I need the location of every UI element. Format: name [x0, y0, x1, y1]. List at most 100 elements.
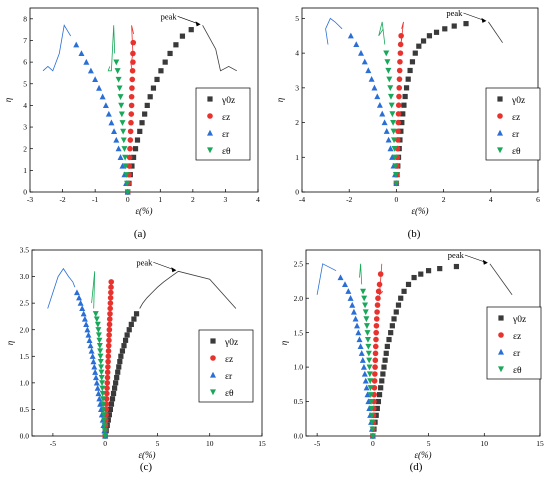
data-point-epsilon-theta [117, 94, 124, 100]
series-line-epsilon-theta [359, 263, 363, 285]
data-point-epsilon-theta [393, 180, 400, 187]
data-point-epsilon-z [108, 289, 114, 296]
data-point-epsilon-theta [390, 119, 397, 126]
data-point-epsilon-r [389, 154, 396, 160]
data-point-gamma-0z [107, 406, 114, 413]
data-point-gamma-0z [401, 288, 407, 294]
x-tick-label: 0 [395, 195, 399, 204]
legend-label-epsilon-r: εr [225, 372, 233, 382]
data-point-epsilon-z [372, 364, 378, 370]
data-point-epsilon-theta [366, 357, 373, 364]
data-point-epsilon-r [87, 67, 94, 74]
data-point-epsilon-r [94, 384, 101, 391]
data-point-gamma-0z [142, 111, 148, 117]
data-point-epsilon-z [395, 111, 402, 117]
data-point-epsilon-theta [369, 426, 376, 433]
data-point-epsilon-z [374, 309, 380, 315]
legend-box [195, 87, 251, 161]
data-point-epsilon-r [83, 321, 90, 327]
panel-caption: (a) [134, 228, 147, 240]
series-epsilon-z [124, 25, 137, 195]
data-point-epsilon-r [97, 400, 104, 407]
legend-label-epsilon-r: εr [513, 349, 521, 359]
data-point-epsilon-z [374, 302, 381, 308]
panel-caption: (d) [410, 461, 423, 473]
data-point-epsilon-r [363, 384, 370, 391]
legend-label-epsilon-z: εz [513, 332, 521, 342]
y-tick-label: 1 [23, 166, 27, 175]
data-point-epsilon-z [375, 288, 382, 295]
data-point-epsilon-z [128, 119, 134, 126]
data-point-gamma-0z [407, 67, 413, 74]
y-axis-label: η [279, 340, 289, 345]
y-tick-label: 0 [23, 188, 27, 197]
data-point-epsilon-r [84, 326, 91, 333]
data-point-epsilon-theta [368, 405, 375, 412]
data-point-gamma-0z [411, 274, 417, 281]
series-line-epsilon-r [325, 17, 343, 45]
data-point-epsilon-z [107, 310, 113, 317]
data-point-epsilon-r [354, 322, 361, 329]
data-point-epsilon-z [105, 358, 111, 365]
data-point-epsilon-z [395, 128, 401, 135]
data-point-epsilon-r [383, 128, 390, 134]
y-tick-label: 1.5 [20, 352, 30, 361]
data-point-epsilon-theta [98, 374, 105, 381]
data-point-epsilon-z [373, 316, 380, 322]
data-point-epsilon-theta [99, 396, 106, 402]
data-point-gamma-0z [154, 76, 160, 83]
data-point-epsilon-theta [121, 146, 128, 152]
series-line-gamma-0z [202, 25, 237, 72]
data-point-epsilon-z [130, 59, 136, 65]
data-point-epsilon-theta [95, 332, 102, 339]
legend: γ0z εz εr εθ [198, 329, 254, 403]
legend-label-epsilon-r: εr [222, 130, 230, 140]
series-epsilon-r [47, 267, 109, 439]
data-point-epsilon-r [88, 347, 95, 354]
panel-caption: (b) [408, 228, 421, 240]
data-point-epsilon-theta [391, 146, 398, 152]
data-point-gamma-0z [130, 154, 137, 160]
data-point-epsilon-z [373, 329, 380, 336]
data-point-epsilon-theta [101, 428, 108, 434]
peak-arrow [153, 261, 176, 271]
series-line-epsilon-r [47, 267, 76, 309]
data-point-epsilon-theta [101, 417, 108, 424]
data-point-epsilon-r [357, 343, 364, 350]
data-point-epsilon-z [396, 93, 402, 100]
x-tick-label: -5 [314, 439, 320, 448]
data-point-epsilon-r [352, 315, 359, 322]
data-point-gamma-0z [395, 302, 402, 308]
peak-arrow [464, 254, 487, 264]
data-point-epsilon-theta [364, 336, 371, 343]
data-point-gamma-0z [453, 263, 460, 270]
data-point-epsilon-theta [368, 412, 375, 419]
series-epsilon-r [42, 24, 131, 195]
data-point-epsilon-z [396, 76, 403, 82]
legend-label-epsilon-z: εz [222, 113, 230, 123]
legend-label-gamma-0z: γ0z [512, 315, 526, 325]
data-point-gamma-0z [117, 359, 123, 365]
data-point-epsilon-z [106, 321, 113, 328]
legend-marker-epsilon-r [498, 348, 504, 355]
legend-marker-epsilon-r [210, 371, 216, 378]
data-point-epsilon-theta [369, 433, 376, 440]
legend-marker-epsilon-z [207, 113, 213, 119]
legend: γ0z εz εr εθ [486, 306, 542, 380]
data-point-epsilon-theta [98, 364, 105, 371]
data-point-gamma-0z [139, 120, 145, 126]
series-epsilon-r [325, 17, 400, 186]
series-epsilon-theta [91, 271, 109, 440]
series-line-epsilon-z [400, 21, 404, 43]
peak-arrowhead [195, 21, 201, 27]
data-point-epsilon-r [359, 357, 366, 363]
legend-marker-epsilon-r [207, 129, 213, 136]
data-point-epsilon-r [381, 119, 388, 126]
data-point-epsilon-z [395, 102, 402, 109]
data-point-epsilon-theta [118, 111, 125, 118]
data-point-gamma-0z [144, 102, 150, 109]
legend-marker-epsilon-z [498, 332, 504, 338]
data-point-epsilon-r [358, 350, 365, 356]
data-point-gamma-0z [110, 390, 117, 397]
